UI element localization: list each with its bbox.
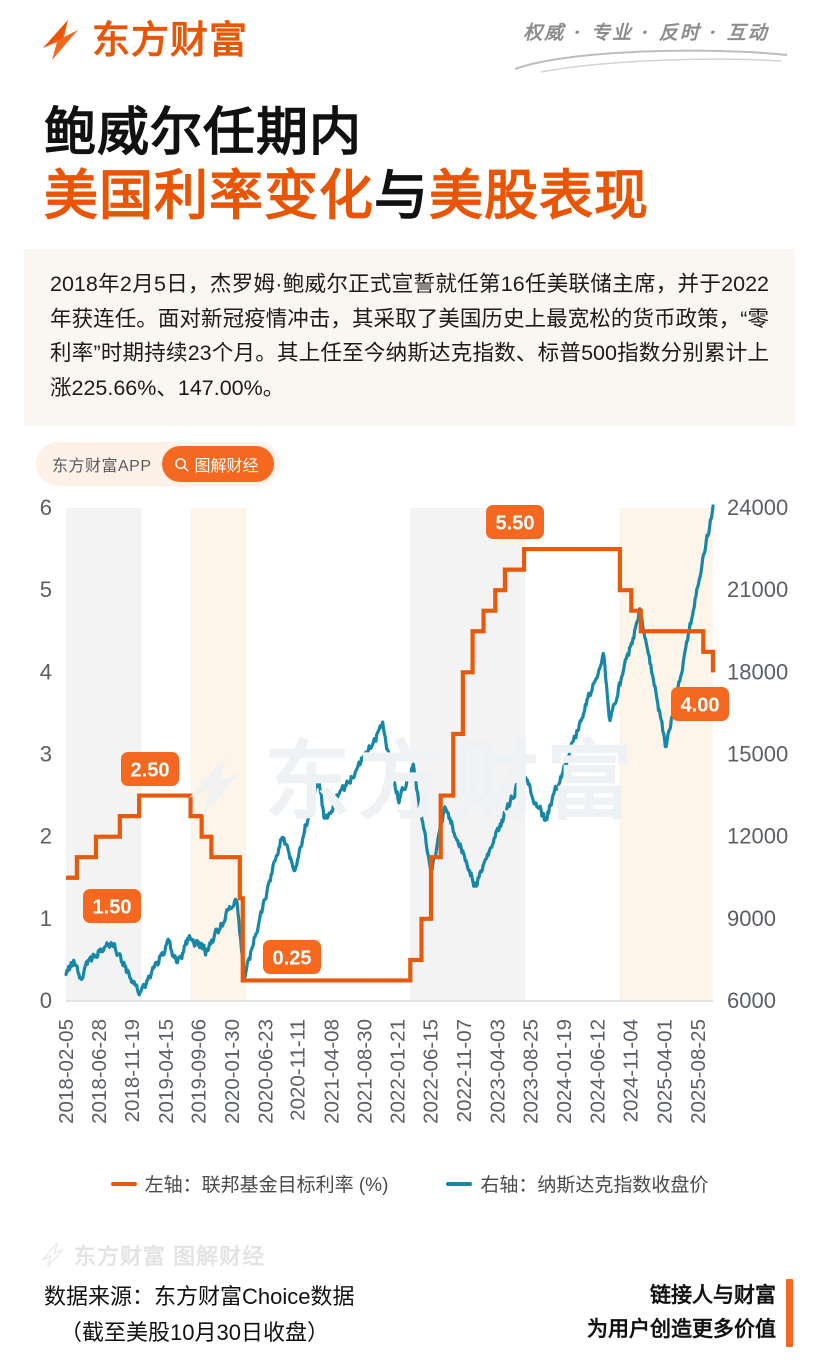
- svg-text:5.50: 5.50: [496, 513, 535, 535]
- footer-logo-icon: [40, 1242, 66, 1268]
- svg-text:2022-01-21: 2022-01-21: [386, 1019, 409, 1124]
- svg-text:15000: 15000: [727, 742, 788, 767]
- svg-text:2021-04-08: 2021-04-08: [321, 1019, 344, 1124]
- title-line-2: 美国利率变化与美股表现: [44, 166, 819, 226]
- tujie-caijing-button[interactable]: 图解财经: [161, 446, 274, 483]
- brand-slogan-text: 链接人与财富 为用户创造更多价值: [587, 1279, 776, 1347]
- svg-text:2025-08-25: 2025-08-25: [687, 1019, 710, 1124]
- legend-swatch-rate: [110, 1181, 137, 1186]
- brand-slogan: 链接人与财富 为用户创造更多价值: [587, 1279, 793, 1348]
- svg-text:5: 5: [40, 577, 52, 602]
- slogan-line1: 链接人与财富: [650, 1284, 776, 1307]
- swoosh-decoration: [514, 49, 788, 73]
- svg-text:2022-06-15: 2022-06-15: [420, 1019, 443, 1124]
- svg-text:4: 4: [40, 659, 52, 684]
- footer-watermark: 东方财富 图解财经: [40, 1239, 265, 1271]
- svg-text:0.25: 0.25: [273, 948, 312, 970]
- svg-text:2024-06-12: 2024-06-12: [586, 1019, 609, 1124]
- brand-tagline-wrap: 权威 · 专业 · 反时 · 互动: [501, 18, 791, 73]
- svg-text:1: 1: [40, 906, 52, 931]
- title-line-1: 鲍威尔任期内: [44, 104, 363, 162]
- description-paragraph: 2018年2月5日，杰罗姆·鲍威尔正式宣誓就任第16任美联储主席，并于2022年…: [24, 248, 795, 427]
- app-badge-label: 东方财富APP: [52, 458, 152, 476]
- svg-text:2.50: 2.50: [131, 760, 170, 782]
- svg-text:2018-02-05: 2018-02-05: [55, 1019, 78, 1124]
- brand-tagline: 权威 · 专业 · 反时 · 互动: [523, 22, 769, 44]
- footer-columns: 数据来源：东方财富Choice数据 （截至美股10月30日收盘） 链接人与财富 …: [0, 1279, 819, 1350]
- slogan-line2: 为用户创造更多价值: [587, 1318, 776, 1342]
- svg-text:2020-06-23: 2020-06-23: [254, 1019, 277, 1124]
- svg-text:3: 3: [40, 742, 52, 767]
- svg-text:2: 2: [40, 824, 52, 849]
- app-badge-row: 东方财富APP 图解财经: [36, 442, 819, 487]
- svg-text:2019-09-06: 2019-09-06: [188, 1019, 211, 1124]
- svg-text:2024-01-19: 2024-01-19: [553, 1019, 576, 1124]
- legend-label-rate: 左轴：联邦基金目标利率 (%): [144, 1175, 389, 1197]
- chart-legend: 左轴：联邦基金目标利率 (%) 右轴：纳斯达克指数收盘价: [0, 1170, 819, 1197]
- svg-text:6000: 6000: [727, 988, 776, 1013]
- page-title: 鲍威尔任期内 美国利率变化与美股表现: [0, 92, 819, 227]
- page-header: 东方财富 权威 · 专业 · 反时 · 互动: [0, 0, 819, 92]
- legend-label-nasdaq: 右轴：纳斯达克指数收盘价: [480, 1175, 709, 1197]
- brand-logo: 东方财富: [40, 18, 248, 62]
- svg-text:9000: 9000: [727, 906, 776, 931]
- chart-container: 东方财富 0 1 2 3 4 5 6 6000 9000 12000 15000 18000 21000…: [0, 496, 819, 1176]
- eastmoney-logo-icon: [40, 18, 82, 62]
- svg-text:12000: 12000: [727, 824, 788, 849]
- svg-text:21000: 21000: [727, 577, 788, 602]
- svg-text:2018-06-28: 2018-06-28: [88, 1019, 111, 1124]
- legend-swatch-nasdaq: [446, 1181, 473, 1186]
- rates-vs-nasdaq-chart: 0 1 2 3 4 5 6 6000 9000 12000 15000 18000 21000 24000…: [40, 496, 788, 1124]
- svg-text:2020-01-30: 2020-01-30: [221, 1019, 244, 1124]
- page-footer: 东方财富 图解财经 数据来源：东方财富Choice数据 （截至美股10月30日收…: [0, 1231, 819, 1367]
- svg-text:2019-04-15: 2019-04-15: [155, 1019, 178, 1124]
- svg-text:2023-04-03: 2023-04-03: [487, 1019, 510, 1124]
- data-source-line2: （截至美股10月30日收盘）: [60, 1319, 329, 1345]
- slogan-accent-bar: [786, 1279, 793, 1348]
- svg-text:2022-11-07: 2022-11-07: [453, 1019, 476, 1122]
- legend-item-rate: 左轴：联邦基金目标利率 (%): [110, 1170, 389, 1197]
- tujie-caijing-label: 图解财经: [194, 458, 259, 476]
- svg-text:2020-11-11: 2020-11-11: [286, 1019, 309, 1121]
- svg-text:24000: 24000: [727, 496, 788, 520]
- legend-item-nasdaq: 右轴：纳斯达克指数收盘价: [446, 1170, 708, 1197]
- brand-name: 东方财富: [92, 18, 249, 62]
- svg-text:2018-11-19: 2018-11-19: [121, 1019, 144, 1122]
- title-part-stocks: 美股表现: [429, 166, 649, 227]
- svg-text:0: 0: [40, 988, 52, 1013]
- data-source: 数据来源：东方财富Choice数据 （截至美股10月30日收盘）: [44, 1279, 354, 1350]
- app-badge[interactable]: 东方财富APP 图解财经: [36, 442, 280, 487]
- title-part-and: 与: [374, 166, 429, 227]
- svg-text:2024-11-04: 2024-11-04: [619, 1019, 642, 1122]
- data-source-line1: 数据来源：东方财富Choice数据: [44, 1284, 355, 1309]
- footer-watermark-text: 东方财富 图解财经: [74, 1244, 266, 1269]
- svg-text:6: 6: [40, 496, 52, 520]
- svg-text:1.50: 1.50: [93, 897, 132, 919]
- svg-text:2025-04-01: 2025-04-01: [654, 1019, 677, 1124]
- svg-text:18000: 18000: [727, 659, 788, 684]
- search-icon: [174, 457, 189, 472]
- title-part-rates: 美国利率变化: [44, 166, 374, 227]
- svg-text:2023-08-25: 2023-08-25: [520, 1019, 543, 1124]
- svg-text:2021-08-30: 2021-08-30: [353, 1019, 376, 1124]
- svg-text:4.00: 4.00: [681, 695, 720, 717]
